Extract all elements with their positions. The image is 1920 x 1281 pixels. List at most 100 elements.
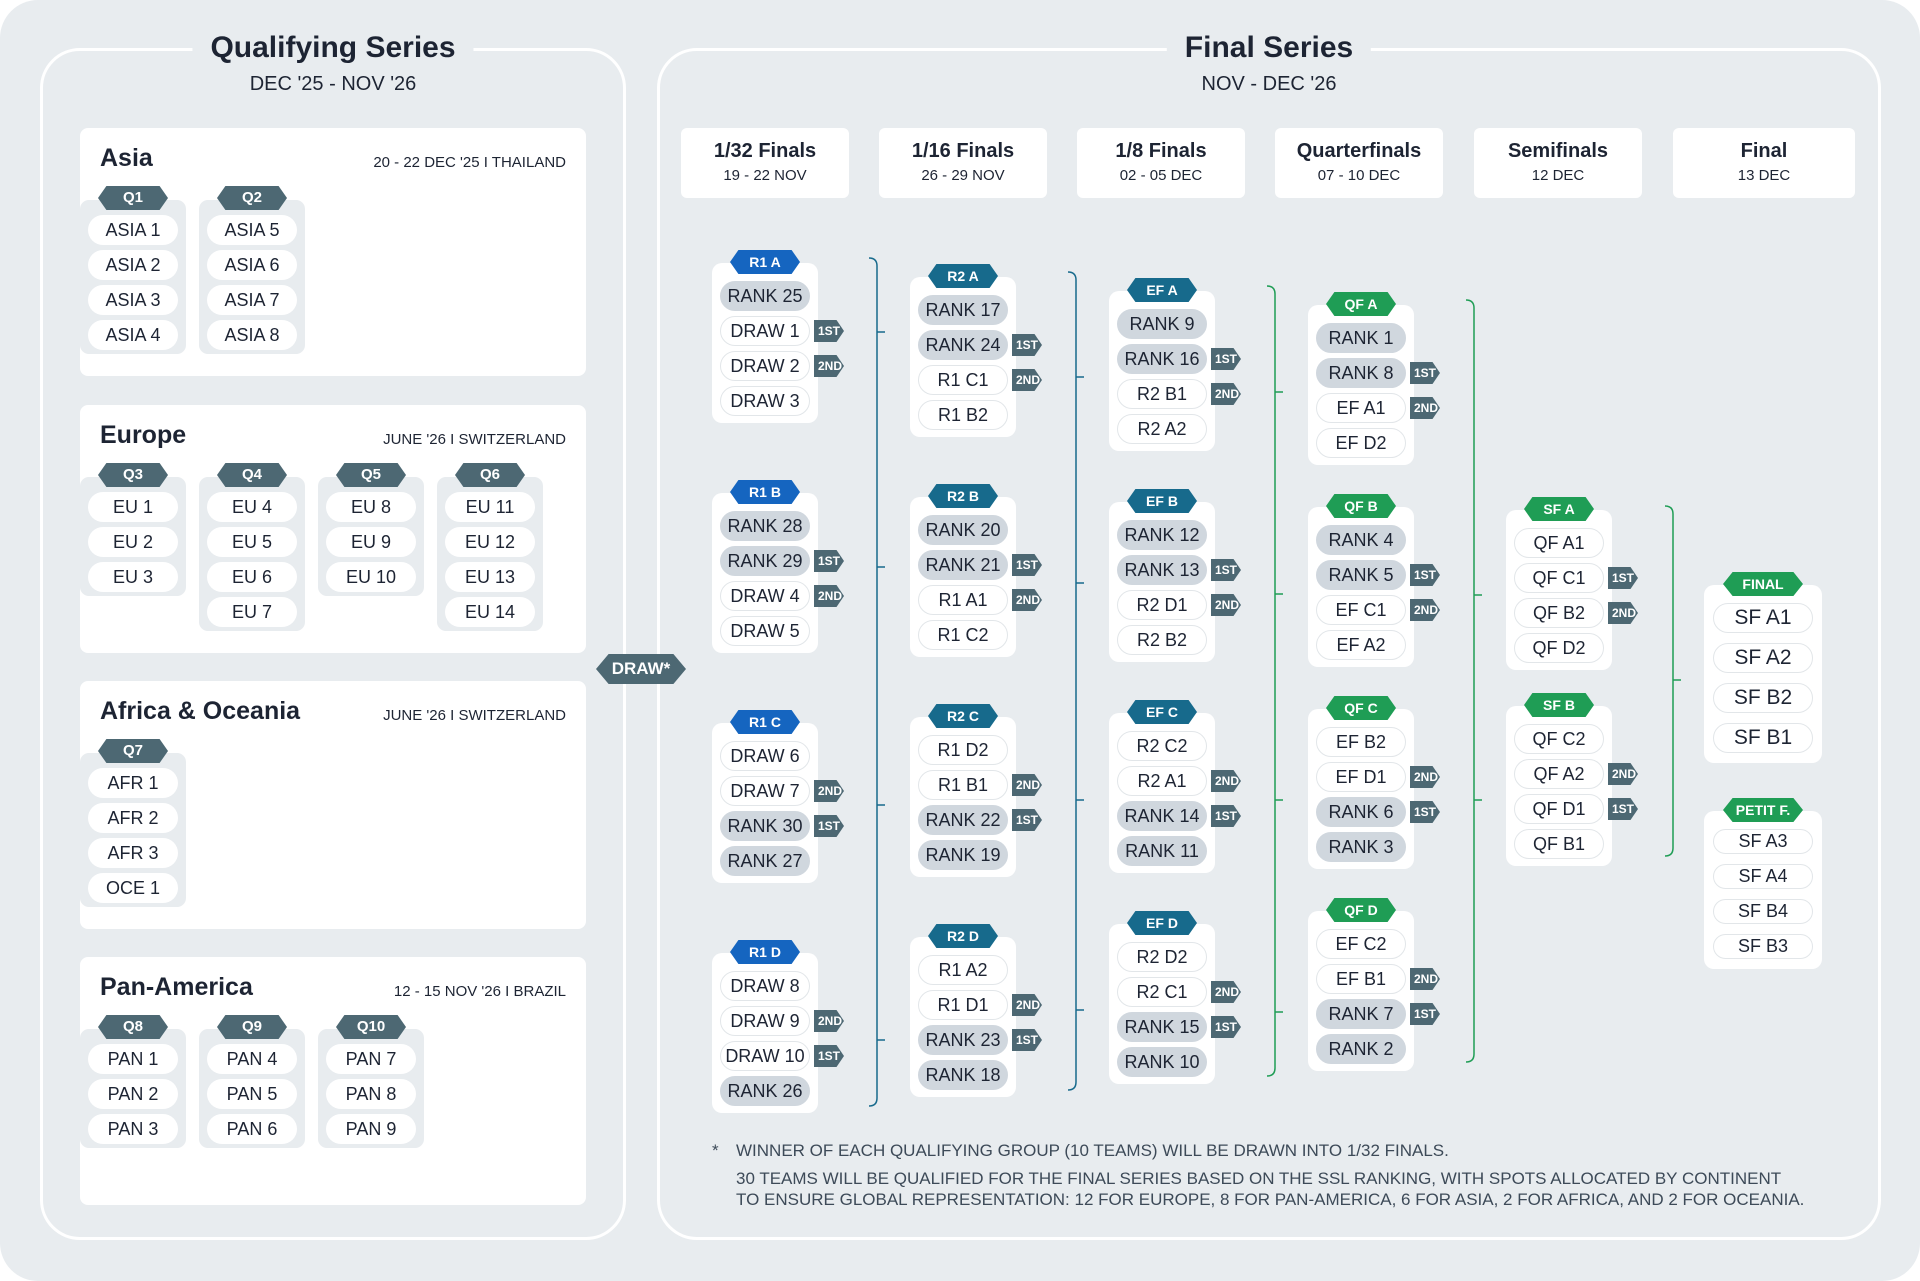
match-petit-final: PETIT F. SF A3 SF A4 SF B4 SF B3	[1704, 798, 1822, 969]
group-label: Q3	[98, 463, 168, 487]
team-slot: RANK 23	[918, 1025, 1008, 1055]
placement-badge: 1ST	[1410, 801, 1440, 823]
match-ef-b: EF B RANK 12 RANK 13 1ST R2 D1 2ND R2 B2	[1109, 489, 1241, 662]
region-card-pan-america: Pan-America 12 - 15 NOV '26 I BRAZIL Q8 PAN…	[80, 957, 586, 1205]
team-slot: QF D2	[1514, 633, 1604, 663]
qualifying-group-q1: Q1 ASIA 1 ASIA 2 ASIA 3 ASIA 4	[80, 186, 186, 354]
team-slot: DRAW 8	[720, 971, 810, 1001]
team-slot: R1 C2	[918, 620, 1008, 650]
team-slot: ASIA 7	[207, 285, 297, 315]
team-slot: RANK 27	[720, 846, 810, 876]
placement-badge: 1ST	[1211, 1016, 1241, 1038]
match-label: SF A	[1524, 497, 1594, 521]
match-label: PETIT F.	[1723, 798, 1803, 822]
match-label: EF D	[1127, 911, 1197, 935]
placement-badge: 1ST	[1608, 798, 1638, 820]
team-slot: RANK 30	[720, 811, 810, 841]
match-label: EF A	[1127, 278, 1197, 302]
match-label: R2 A	[928, 264, 998, 288]
match-label: R2 C	[928, 704, 998, 728]
placement-badge: 2ND	[1012, 994, 1042, 1016]
team-slot: RANK 22	[918, 805, 1008, 835]
match-qf-a: QF A RANK 1 RANK 8 1ST EF A1 2ND EF D2	[1308, 292, 1440, 465]
team-slot: RANK 17	[918, 295, 1008, 325]
match-final: FINAL SF A1 SF A2 SF B2 SF B1	[1704, 572, 1822, 763]
team-slot: RANK 28	[720, 511, 810, 541]
placement-badge: 1ST	[1608, 567, 1638, 589]
placement-badge: 1ST	[1410, 1003, 1440, 1025]
team-slot: RANK 25	[720, 281, 810, 311]
team-slot: R1 B2	[918, 400, 1008, 430]
team-slot: DRAW 6	[720, 741, 810, 771]
final-series-dates: NOV - DEC '26	[1201, 73, 1337, 95]
team-slot: SF B2	[1713, 683, 1813, 713]
match-label: R1 C	[730, 710, 800, 734]
team-slot: RANK 20	[918, 515, 1008, 545]
team-slot: ASIA 1	[88, 215, 178, 245]
team-slot: EU 7	[207, 597, 297, 627]
team-slot: DRAW 2	[720, 351, 810, 381]
team-slot: R2 D1	[1117, 590, 1207, 620]
qualifying-group-q4: Q4 EU 4 EU 5 EU 6 EU 7	[199, 463, 305, 631]
team-slot: RANK 21	[918, 550, 1008, 580]
placement-badge: 1ST	[1410, 564, 1440, 586]
region-name: Pan-America	[100, 973, 253, 1001]
region-card-europe: Europe JUNE '26 I SWITZERLAND Q3 EU 1 EU 2 EU…	[80, 405, 586, 653]
team-slot: AFR 3	[88, 838, 178, 868]
round-dates: 07 - 10 DEC	[1317, 167, 1401, 184]
placement-badge: 2ND	[1211, 770, 1241, 792]
match-r1-b: R1 B RANK 28 RANK 29 1ST DRAW 4 2ND DRAW 5	[712, 480, 844, 653]
match-label: SF B	[1524, 693, 1594, 717]
team-slot: R2 A1	[1117, 766, 1207, 796]
round-dates: 12 DEC	[1531, 167, 1585, 184]
placement-badge: 1ST	[1410, 362, 1440, 384]
team-slot: EF D2	[1316, 428, 1406, 458]
placement-badge: 1ST	[814, 815, 844, 837]
placement-badge: 2ND	[1012, 774, 1042, 796]
footnote-line-1: WINNER OF EACH QUALIFYING GROUP (10 TEAM…	[736, 1141, 1449, 1160]
region-card-africa-oceania: Africa & Oceania JUNE '26 I SWITZERLAND Q7…	[80, 681, 586, 929]
qualifying-group-q9: Q9 PAN 4 PAN 5 PAN 6	[199, 1015, 305, 1148]
match-qf-b: QF B RANK 4 RANK 5 1ST EF C1 2ND EF A2	[1308, 494, 1440, 667]
match-sf-b: SF B QF C2 QF A2 2ND QF D1 1ST QF B1	[1506, 693, 1638, 866]
team-slot: PAN 2	[88, 1079, 178, 1109]
team-slot: RANK 26	[720, 1076, 810, 1106]
placement-badge: 2ND	[814, 780, 844, 802]
team-slot: EF A2	[1316, 630, 1406, 660]
team-slot: R1 A2	[918, 955, 1008, 985]
team-slot: RANK 5	[1316, 560, 1406, 590]
team-slot: DRAW 4	[720, 581, 810, 611]
team-slot: QF A2	[1514, 759, 1604, 789]
region-date-location: 20 - 22 DEC '25 I THAILAND	[373, 154, 566, 171]
team-slot: R2 B1	[1117, 379, 1207, 409]
qualifying-group-q6: Q6 EU 11 EU 12 EU 13 EU 14	[437, 463, 543, 631]
match-label: R2 D	[928, 924, 998, 948]
team-slot: RANK 8	[1316, 358, 1406, 388]
team-slot: SF A3	[1713, 829, 1813, 854]
team-slot: RANK 29	[720, 546, 810, 576]
match-label: QF D	[1326, 898, 1396, 922]
placement-badge: 1ST	[1211, 559, 1241, 581]
team-slot: DRAW 1	[720, 316, 810, 346]
round-name: Semifinals	[1507, 140, 1609, 162]
team-slot: OCE 1	[88, 873, 178, 903]
match-r1-d: R1 D DRAW 8 DRAW 9 2ND DRAW 10 1ST RANK 26	[712, 940, 844, 1113]
team-slot: EU 11	[445, 492, 535, 522]
placement-badge: 1ST	[1211, 805, 1241, 827]
team-slot: EU 13	[445, 562, 535, 592]
placement-badge: 2ND	[1410, 599, 1440, 621]
final-series-panel	[657, 48, 1881, 1240]
team-slot: DRAW 5	[720, 616, 810, 646]
team-slot: ASIA 2	[88, 250, 178, 280]
round-name: 1/16 Finals	[911, 140, 1015, 162]
group-label: Q7	[98, 739, 168, 763]
final-series-title: Final Series	[1166, 31, 1372, 65]
placement-badge: 2ND	[814, 1010, 844, 1032]
team-slot: AFR 1	[88, 768, 178, 798]
team-slot: PAN 1	[88, 1044, 178, 1074]
match-label: R1 A	[730, 250, 800, 274]
group-label: Q10	[336, 1015, 406, 1039]
team-slot: QF C2	[1514, 724, 1604, 754]
placement-badge: 1ST	[1012, 809, 1042, 831]
team-slot: DRAW 7	[720, 776, 810, 806]
